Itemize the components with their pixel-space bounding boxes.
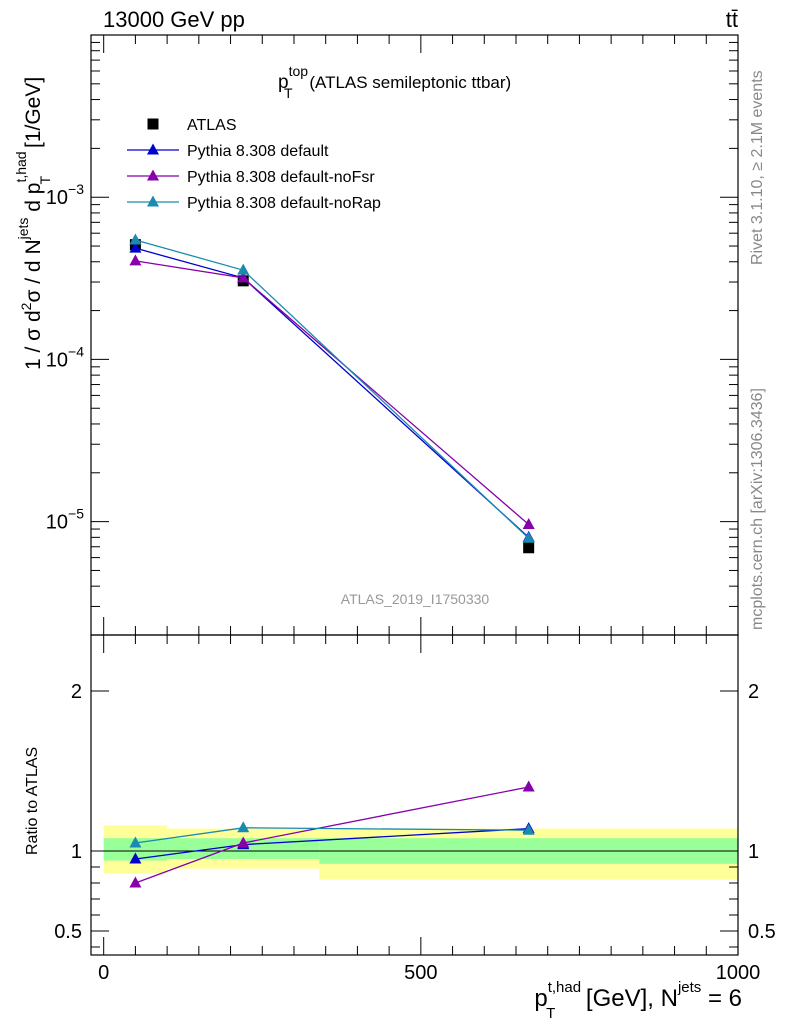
xlabel-sup2: jets [677, 979, 701, 996]
ratio-point-default [129, 852, 142, 864]
legend-label-noRap: Pythia 8.308 default-noRap [187, 195, 381, 212]
xlabel-sup: t,had [548, 979, 581, 996]
main-series [129, 233, 535, 554]
y-tick-label: 10−5 [46, 506, 84, 534]
data-point-noFsr [129, 254, 142, 266]
analysis-id: ATLAS_2019_I1750330 [341, 591, 490, 607]
y-tick-exponent: −3 [68, 181, 84, 197]
ratio-y-tick-label-right: 0.5 [748, 921, 776, 943]
ratio-panel: 0.5 0.5 1 1 2 2 0 500 1000 Ratio to ATLAS pt,had… [24, 634, 776, 1022]
ratio-point-noFsr [129, 876, 142, 888]
legend-marker-noRap [147, 195, 159, 207]
legend: ATLAS Pythia 8.308 default Pythia 8.308 de… [127, 117, 381, 212]
x-tick-label: 500 [404, 962, 437, 984]
xlabel-rest: [GeV], N [579, 985, 678, 1012]
ratio-point-noRap [522, 823, 535, 835]
data-point-noRap [522, 531, 535, 543]
mcplots-label: mcplots.cern.ch [arXiv:1306.3436] [749, 388, 766, 630]
xlabel-p: p [534, 985, 547, 1012]
x-tick-label: 1000 [716, 962, 761, 984]
data-point-data [523, 542, 535, 554]
data-point-default [129, 241, 142, 253]
series-line-noFsr [135, 260, 530, 525]
data-point-noRap [237, 263, 250, 275]
legend-marker-noFsr [147, 169, 159, 181]
title-rest: (ATLAS semileptonic ttbar) [305, 73, 512, 92]
y-tick-base: 10 [46, 512, 68, 534]
title-sup: top [289, 63, 309, 79]
ratio-point-noFsr [522, 780, 535, 792]
y-tick-label: 10−3 [46, 181, 84, 209]
legend-marker-data [147, 118, 159, 130]
ratio-y-tick-label-right: 1 [748, 841, 759, 863]
y-tick-exponent: −4 [68, 343, 84, 359]
legend-label-default: Pythia 8.308 default [187, 143, 329, 160]
main-panel: 10−510−410−3 ptop T (ATLAS semileptonic t… [13, 34, 739, 636]
main-y-ticks: 10−510−410−3 [46, 34, 738, 636]
x-tick-label: 0 [98, 962, 109, 984]
ratio-y-axis-label: Ratio to ATLAS [24, 747, 41, 855]
title-sub: T [284, 85, 293, 101]
xlabel-sub: T [546, 1005, 555, 1022]
ratio-point-noRap [129, 836, 142, 848]
ratio-y-tick-label: 2 [71, 681, 82, 703]
y-tick-label: 10−4 [46, 343, 84, 371]
legend-label-noFsr: Pythia 8.308 default-noFsr [187, 169, 375, 186]
ratio-frame [90, 634, 739, 956]
rivet-label: Rivet 3.1.10, ≥ 2.1M events [749, 70, 766, 265]
ratio-x-ticks [90, 635, 739, 955]
ratio-point-noFsr [237, 836, 250, 848]
uncertainty-band-inner [103, 838, 168, 861]
series-line-noRap [135, 239, 530, 539]
data-point-noRap [129, 233, 142, 245]
ratio-y-tick-label: 0.5 [54, 921, 82, 943]
main-title: ptop T (ATLAS semileptonic ttbar) [278, 63, 511, 101]
ratio-series [129, 780, 535, 888]
y-tick-base: 10 [46, 187, 68, 209]
ratio-y-tick-label: 1 [71, 841, 82, 863]
ratio-y-tick-label-right: 2 [748, 681, 759, 703]
energy-label: 13000 GeV pp [103, 7, 245, 32]
data-point-noFsr [522, 517, 535, 529]
title-p: p [278, 72, 289, 93]
data-point-noFsr [237, 271, 250, 283]
xlabel-tail: = 6 [701, 985, 742, 1012]
legend-label-data: ATLAS [187, 117, 237, 134]
ratio-point-noRap [237, 821, 250, 833]
process-label: tt̄ [726, 7, 738, 32]
x-axis-label: pt,had T [GeV], Njets = 6 [534, 979, 742, 1022]
legend-marker-default [147, 143, 159, 155]
main-x-ticks [90, 35, 739, 635]
main-y-axis-label: 1 / σ d2σ / d Njets d pt,had T [1/GeV] [13, 77, 53, 370]
ratio-y-ticks: 0.5 0.5 1 1 2 2 0 500 1000 [54, 681, 776, 984]
y-tick-base: 10 [46, 349, 68, 371]
y-tick-exponent: −5 [68, 506, 84, 522]
series-line-default [135, 247, 530, 538]
